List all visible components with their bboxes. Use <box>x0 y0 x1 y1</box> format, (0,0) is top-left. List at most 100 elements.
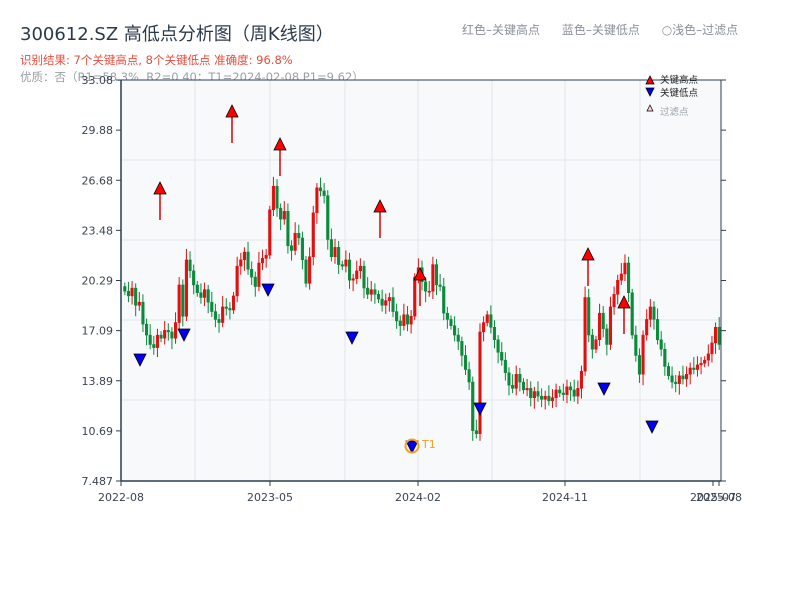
candle-body <box>308 256 312 284</box>
candle-body <box>489 314 493 328</box>
candle-body <box>453 325 457 336</box>
candle-body <box>434 264 439 286</box>
candle-body <box>260 258 265 264</box>
candle-body <box>608 306 613 345</box>
candle-body <box>431 264 435 292</box>
candle-body <box>340 264 344 267</box>
color-key-blue: 蓝色–关键低点 <box>561 23 640 37</box>
candle-body <box>561 392 565 395</box>
candle-body <box>148 334 152 345</box>
candle-body <box>395 311 399 322</box>
key-low-marker-icon <box>133 353 147 367</box>
candle-body <box>540 395 544 400</box>
candle-body <box>674 381 678 384</box>
candle-body <box>282 211 286 220</box>
candle-body <box>145 323 149 336</box>
y-tick-label: 17.09 <box>82 325 114 338</box>
candle-body <box>496 339 500 353</box>
candle-body <box>695 364 699 370</box>
candle-body <box>163 330 167 339</box>
key-low-marker-icon <box>473 402 487 416</box>
candle-body <box>532 391 536 399</box>
key-low-marker-icon <box>645 420 659 434</box>
candle-body <box>152 344 156 348</box>
candle-body <box>703 359 707 364</box>
candle-body <box>210 301 214 312</box>
candle-body <box>217 319 221 323</box>
candle-body <box>558 389 562 394</box>
candle-body <box>387 297 391 301</box>
candle-body <box>402 314 406 326</box>
candle-body <box>413 276 417 317</box>
key-high-marker-icon <box>225 104 239 118</box>
candle-body <box>547 395 551 402</box>
candle-body <box>155 334 159 348</box>
candle-body <box>405 314 410 325</box>
candle-body <box>467 369 471 383</box>
candle-body <box>181 284 185 317</box>
candle-body <box>623 262 627 275</box>
candle-body <box>253 276 257 287</box>
color-key: 红色–关键高点 蓝色–关键低点 ○浅色–过滤点 <box>462 21 738 38</box>
candle-body <box>656 319 660 341</box>
candle-body <box>333 247 337 257</box>
candle-body <box>326 195 330 240</box>
candle-body <box>634 334 638 356</box>
candle-body <box>337 247 341 265</box>
candle-body <box>224 306 228 309</box>
grid-lines <box>121 80 721 481</box>
candle-body <box>590 334 594 350</box>
x-tick-label: 2022-08 <box>98 491 144 504</box>
candle-body <box>550 397 555 402</box>
t1-label: T1 <box>421 438 436 451</box>
candle-body <box>297 232 301 239</box>
y-tick-label: 29.88 <box>82 124 114 137</box>
candle-body <box>598 312 602 341</box>
candle-body <box>188 259 192 272</box>
y-tick-label: 23.48 <box>82 224 114 237</box>
candle-body <box>257 262 261 287</box>
candle-body <box>478 331 482 435</box>
candle-body <box>239 259 243 267</box>
candle-body <box>409 316 413 325</box>
candle-body <box>268 209 272 256</box>
candle-body <box>659 339 663 350</box>
candle-body <box>460 341 464 356</box>
candle-body <box>242 251 246 261</box>
candle-body <box>141 301 145 325</box>
candle-body <box>293 232 297 251</box>
filtered-marker-icon <box>646 104 654 112</box>
candle-body <box>130 287 134 297</box>
key-point-markers: T1 <box>133 104 659 454</box>
candle-body <box>264 254 268 259</box>
key-low-marker-icon <box>405 440 419 454</box>
candle-body <box>652 306 656 320</box>
candle-body <box>170 331 174 339</box>
candle-body <box>315 187 319 214</box>
candle-body <box>685 374 689 380</box>
candle-body <box>271 185 275 210</box>
y-tick-label: 10.69 <box>82 425 114 438</box>
candle-body <box>344 259 348 267</box>
t1-ring-icon <box>404 438 420 454</box>
key-low-marker-icon <box>345 331 359 345</box>
candle-body <box>137 301 141 306</box>
candle-body <box>616 279 620 295</box>
candle-body <box>630 292 634 336</box>
candle-body <box>692 367 696 370</box>
key-high-marker-icon <box>153 181 167 195</box>
candle-body <box>358 265 362 272</box>
candle-body <box>184 259 188 317</box>
chart-legend: 关键高点 关键低点 过滤点 <box>645 74 699 118</box>
candle-body <box>174 322 178 339</box>
candle-body <box>482 322 486 333</box>
legend-low-label: 关键低点 <box>660 87 699 99</box>
candle-body <box>213 311 217 320</box>
axes: 33.08 29.88 26.68 23.48 20.29 17.09 13.89 10.69… <box>82 74 742 504</box>
candle-body <box>536 391 540 397</box>
candle-body <box>670 375 674 383</box>
candle-body <box>569 386 573 391</box>
candle-body <box>474 430 478 435</box>
candle-body <box>177 284 181 323</box>
candle-body <box>246 251 250 270</box>
